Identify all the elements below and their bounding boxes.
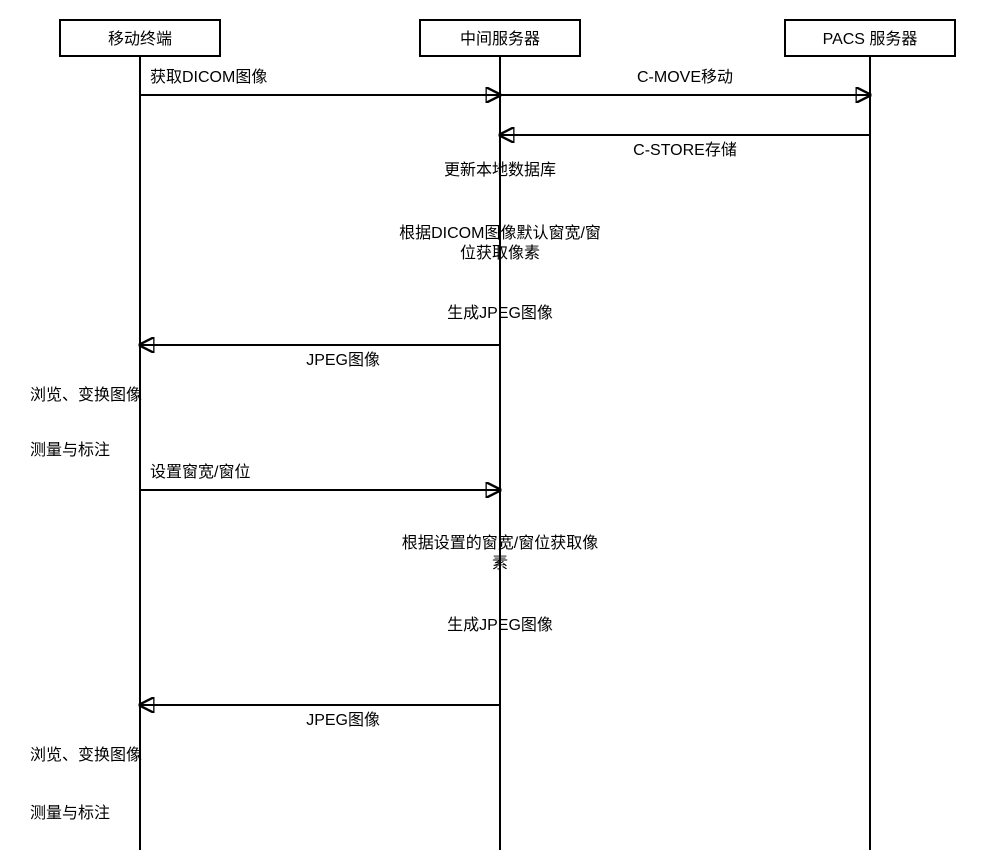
self-step-label: 根据设置的窗宽/窗位获取像 xyxy=(402,534,598,552)
self-step-label: 生成JPEG图像 xyxy=(447,616,553,634)
message-label: 获取DICOM图像 xyxy=(150,68,267,86)
message-label: C-STORE存储 xyxy=(633,141,737,159)
self-step-label: 测量与标注 xyxy=(30,804,110,822)
actor-label: 移动终端 xyxy=(108,30,172,48)
self-step-label: 更新本地数据库 xyxy=(444,161,556,179)
actor-label: PACS 服务器 xyxy=(823,30,918,48)
self-step-label: 测量与标注 xyxy=(30,441,110,459)
self-step-label: 浏览、变换图像 xyxy=(30,746,142,764)
message-label: C-MOVE移动 xyxy=(637,68,733,86)
message-label: JPEG图像 xyxy=(306,711,380,729)
self-step-label: 根据DICOM图像默认窗宽/窗 xyxy=(399,224,601,242)
message-label: JPEG图像 xyxy=(306,351,380,369)
self-step-label: 生成JPEG图像 xyxy=(447,304,553,322)
sequence-diagram: 移动终端 中间服务器 PACS 服务器获取DICOM图像 C-MOVE移动 C-STOR… xyxy=(0,0,1000,861)
self-step-label: 素 xyxy=(492,554,508,572)
self-step-label: 浏览、变换图像 xyxy=(30,386,142,404)
message-label: 设置窗宽/窗位 xyxy=(150,463,250,481)
actor-label: 中间服务器 xyxy=(460,30,540,48)
self-step-label: 位获取像素 xyxy=(460,244,540,262)
